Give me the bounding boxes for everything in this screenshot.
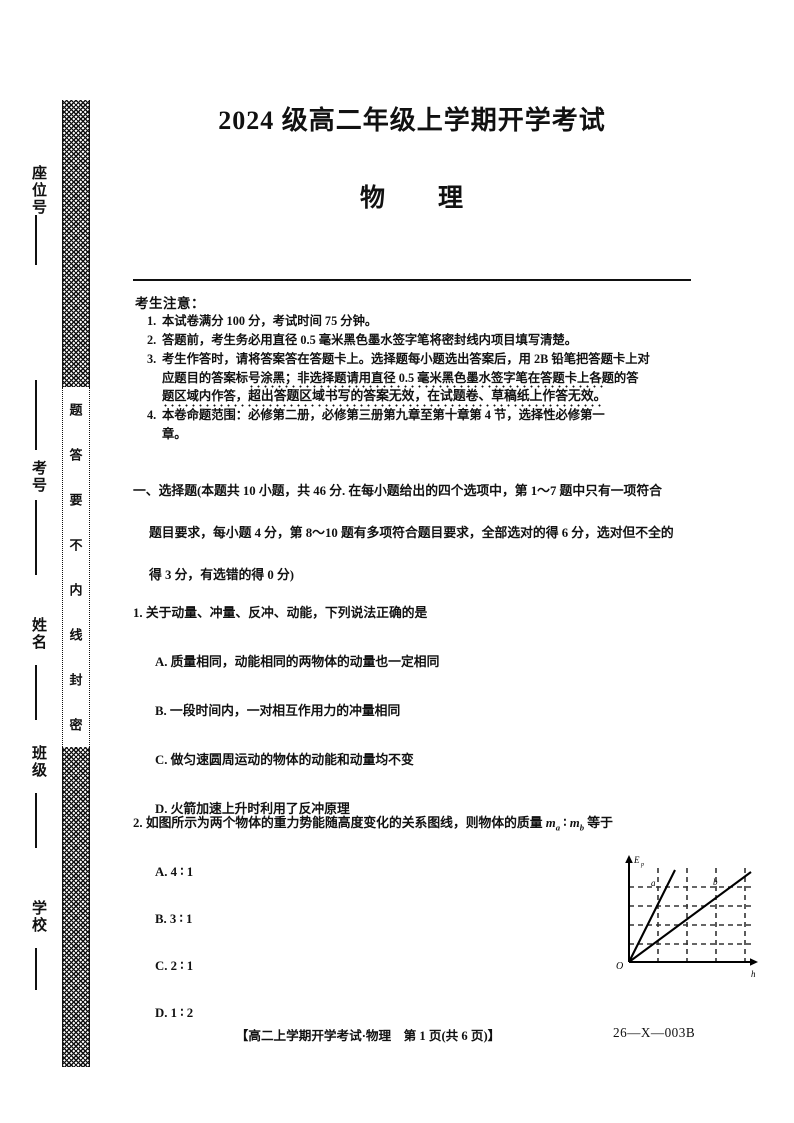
chart-axes [628, 860, 753, 963]
notice-item-3-line3a: 题区域内作答， [162, 389, 249, 404]
seal-char-6: 封 [67, 673, 83, 686]
question-1-option-d[interactable]: D. 火箭加速上升时利用了反冲原理 [155, 802, 350, 816]
subject-title: 物 理 [359, 185, 464, 212]
chart-ylabel-sub: p [640, 862, 644, 868]
question-2-symbol-ma: m [545, 816, 556, 830]
seal-band-label: 题 答 要 不 内 线 封 密 [62, 387, 88, 747]
question-2-figure: E p h O a b [603, 850, 763, 990]
header-divider [133, 279, 691, 281]
question-1-option-b[interactable]: B. 一段时间内，一对相互作用力的冲量相同 [155, 704, 401, 718]
field-label-seat-number: 座位号 [30, 165, 46, 216]
notice-item-1-text: 本试卷满分 100 分，考试时间 75 分钟。 [162, 314, 378, 328]
chart-series-b-line [628, 871, 752, 963]
question-1-option-a[interactable]: A. 质量相同，动能相同的两物体的动量也一定相同 [155, 655, 440, 669]
question-2-option-b[interactable]: B. 3 ∶ 1 [155, 911, 193, 926]
notice-item-1: 1. 本试卷满分 100 分，考试时间 75 分钟。 [147, 312, 703, 331]
seal-band-hatched-bottom [62, 747, 90, 1067]
question-1-number: 1. [133, 606, 143, 620]
notice-item-4-number: 4. [147, 408, 157, 423]
question-2-symbol-mb: m [569, 816, 580, 830]
seal-char-3: 不 [67, 538, 83, 551]
notice-item-3-line2: 应题目的答案标号涂黑；非选择题请用直径 0.5 毫米黑色墨水签字笔在答题卡上各题… [162, 370, 639, 385]
question-2-option-d[interactable]: D. 1 ∶ 2 [155, 1005, 194, 1020]
field-rule-class [35, 793, 37, 848]
notice-list: 1. 本试卷满分 100 分，考试时间 75 分钟。 2. 答题前，考生务必用直… [147, 312, 703, 444]
chart-x-axis-arrow [750, 958, 758, 966]
field-label-name: 姓名 [30, 617, 46, 651]
chart-y-axis-arrow [625, 855, 633, 863]
ep-vs-h-chart: E p h O a b [616, 855, 758, 979]
notice-item-2-text: 答题前，考生务必用直径 0.5 毫米黑色墨水签字笔将密封线内项目填写清楚。 [162, 333, 578, 348]
notice-item-4: 4. 本卷命题范围：必修第二册，必修第三册第九章至第十章第 4 节，选择性必修第… [147, 406, 703, 443]
question-2-symbol-ma-sub: a [555, 822, 561, 833]
section-heading-line-2: 题目要求，每小题 4 分，第 8～10 题有多项符合题目要求，全部选对的得 6 … [149, 526, 674, 540]
notice-item-2: 2. 答题前，考生务必用直径 0.5 毫米黑色墨水签字笔将密封线内项目填写清楚。 [147, 331, 703, 350]
question-2-option-a[interactable]: A. 4 ∶ 1 [155, 864, 194, 879]
notice-item-4-line2: 章。 [162, 427, 187, 442]
seal-sidebar: 题 答 要 不 内 线 封 密 座位号 考号 姓名 班级 学校 [0, 0, 130, 1123]
field-label-school: 学校 [30, 900, 46, 934]
question-2: 2. 如图所示为两个物体的重力势能随高度变化的关系图线，则物体的质量 ma ∶ … [133, 812, 693, 1021]
seal-char-5: 线 [67, 628, 83, 641]
section-heading-line-3: 得 3 分，有选错的得 0 分) [149, 568, 295, 582]
question-1: 1. 关于动量、冲量、反冲、动能，下列说法正确的是 A. 质量相同，动能相同的两… [133, 602, 693, 817]
notice-item-3-line1: 考生作答时，请将答案答在答题卡上。选择题每小题选出答案后，用 2B 铅笔把答题卡… [162, 352, 650, 367]
question-2-stem-text-b: 等于 [584, 816, 613, 830]
question-1-stem: 1. 关于动量、冲量、反冲、动能，下列说法正确的是 [133, 602, 693, 621]
notice-heading: 考生注意： [135, 296, 205, 311]
chart-xlabel: h [751, 969, 756, 979]
field-label-class: 班级 [30, 745, 46, 779]
field-rule-seat-number [35, 215, 37, 265]
notice-item-2-number: 2. [147, 333, 157, 348]
notice-item-3-number: 3. [147, 352, 157, 367]
question-1-stem-text: 关于动量、冲量、反冲、动能，下列说法正确的是 [145, 606, 428, 620]
notice-item-3: 3. 考生作答时，请将答案答在答题卡上。选择题每小题选出答案后，用 2B 铅笔把… [147, 350, 703, 406]
footer-center-text: 【高二上学期开学考试·物理 第 1 页(共 6 页)】 [235, 1029, 501, 1043]
chart-gridlines-horizontal [629, 886, 755, 945]
chart-ylabel: E [633, 855, 640, 865]
question-2-option-c[interactable]: C. 2 ∶ 1 [155, 958, 194, 973]
chart-series-a-label: a [651, 878, 656, 888]
section-heading: 一、选择题(本题共 10 小题，共 46 分. 在每小题给出的四个选项中，第 1… [133, 470, 693, 596]
field-rule-school [35, 948, 37, 990]
field-label-exam-number: 考号 [30, 460, 46, 494]
field-rule-exam-number [35, 380, 37, 450]
question-2-ratio-colon: ∶ [560, 816, 570, 830]
seal-char-0: 题 [67, 403, 83, 416]
question-2-symbol-mb-sub: b [579, 822, 585, 833]
seal-char-1: 答 [67, 448, 83, 461]
notice-item-4-line1: 本卷命题范围：必修第二册，必修第三册第九章至第十章第 4 节，选择性必修第一 [162, 408, 605, 423]
section-heading-line-1: 一、选择题(本题共 10 小题，共 46 分. 在每小题给出的四个选项中，第 1… [133, 484, 662, 498]
question-2-number: 2. [133, 816, 143, 830]
chart-origin-label: O [616, 961, 623, 972]
seal-band-hatched-top [62, 100, 90, 387]
chart-series-a-line [628, 869, 676, 963]
field-rule-name [35, 665, 37, 720]
page-title: 2024 级高二年级上学期开学考试 [218, 106, 606, 135]
notice-item-1-number: 1. [147, 314, 157, 328]
seal-char-4: 内 [67, 583, 83, 596]
chart-gridlines-vertical [657, 868, 746, 962]
seal-char-7: 密 [67, 718, 83, 731]
field-rule-exam-number-2 [35, 500, 37, 575]
notice-item-3-emphasis: 超出答题区域书写的答案无效，在试题卷、草稿纸上作答无效。 [248, 389, 607, 404]
notice-item-3-body: 考生作答时，请将答案答在答题卡上。选择题每小题选出答案后，用 2B 铅笔把答题卡… [162, 350, 703, 406]
seal-band-text-area [62, 387, 90, 747]
seal-char-2: 要 [67, 493, 83, 506]
exam-page-body: 2024 级高二年级上学期开学考试 物 理 考生注意： 1. 本试卷满分 100… [133, 0, 758, 1123]
notice-item-4-body: 本卷命题范围：必修第二册，必修第三册第九章至第十章第 4 节，选择性必修第一 章… [162, 406, 703, 443]
footer-paper-code: 26—X—003B [613, 1025, 696, 1040]
question-2-stem: 2. 如图所示为两个物体的重力势能随高度变化的关系图线，则物体的质量 ma ∶ … [133, 812, 693, 833]
question-1-option-c[interactable]: C. 做匀速圆周运动的物体的动能和动量均不变 [155, 753, 414, 767]
question-2-stem-text-a: 如图所示为两个物体的重力势能随高度变化的关系图线，则物体的质量 [145, 816, 546, 830]
chart-series-b-label: b [713, 877, 718, 887]
